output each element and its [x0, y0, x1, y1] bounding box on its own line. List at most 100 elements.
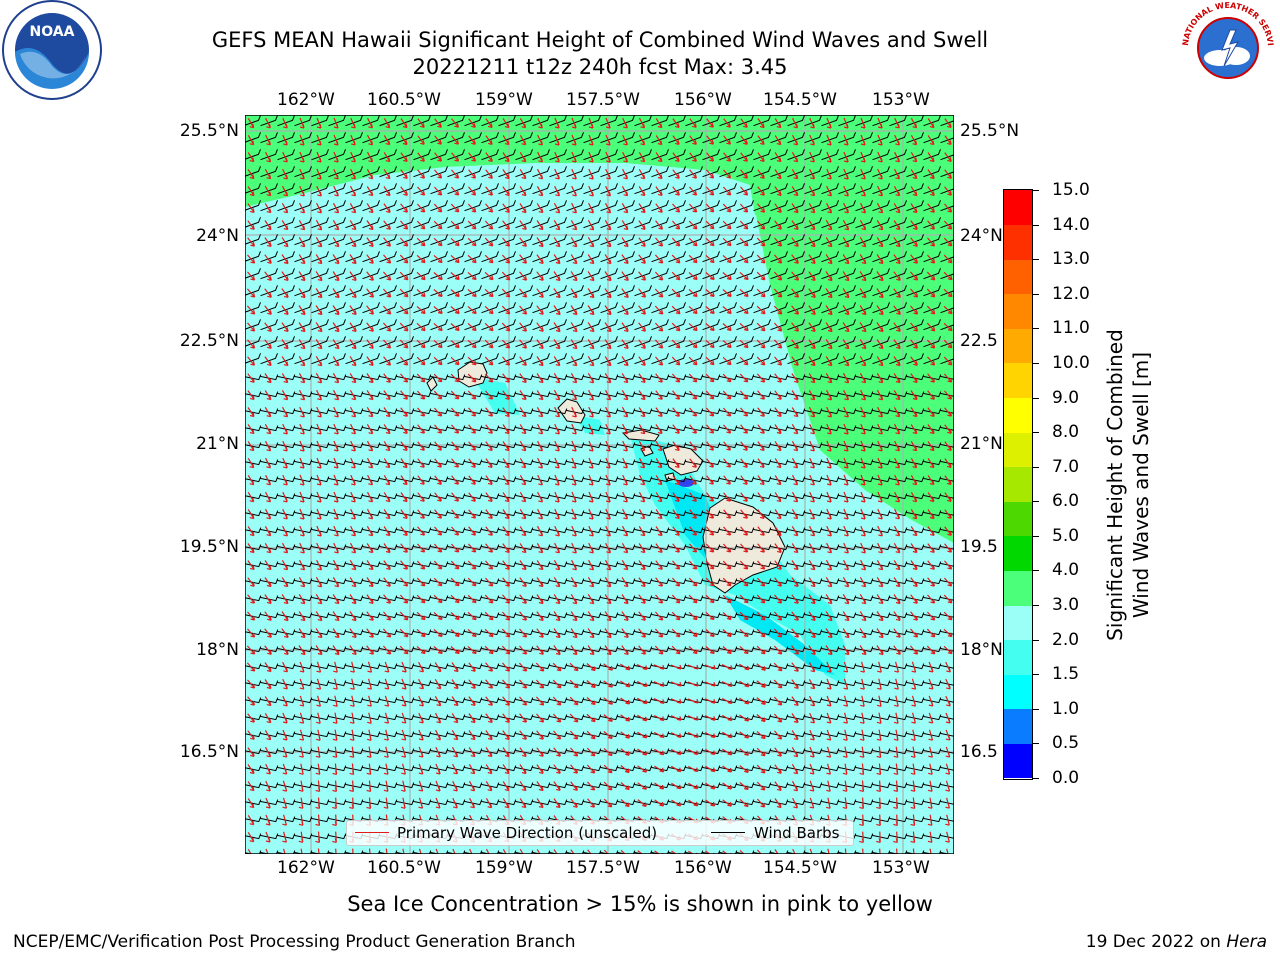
wave-direction-arrow — [316, 168, 322, 180]
wave-direction-arrow — [655, 203, 663, 213]
wind-barb — [532, 374, 551, 381]
wind-barb — [430, 425, 449, 432]
wind-barb — [566, 595, 585, 602]
wind-barb — [430, 132, 448, 144]
wind-barb — [719, 251, 737, 263]
wave-direction-arrow — [502, 560, 510, 570]
wind-barb — [617, 595, 636, 602]
wave-direction-arrow — [860, 559, 866, 571]
wind-barb — [260, 561, 279, 568]
wave-direction-arrow — [842, 746, 848, 758]
wind-barb — [736, 527, 755, 534]
wave-direction-arrow — [553, 271, 561, 282]
wave-direction-arrow — [384, 729, 389, 741]
wind-barb — [634, 799, 653, 806]
wave-direction-arrow — [876, 373, 884, 384]
wind-barb — [515, 408, 534, 415]
wave-direction-arrow — [247, 594, 255, 604]
wind-barb — [753, 799, 772, 806]
wave-direction-arrow — [264, 560, 272, 571]
wave-direction-arrow — [264, 543, 272, 554]
wind-barb — [294, 765, 313, 772]
wind-barb — [447, 319, 465, 331]
lat-label-right: 22.5 — [960, 331, 998, 351]
wave-direction-arrow — [484, 577, 494, 587]
wave-direction-arrow — [433, 390, 443, 400]
wave-direction-arrow — [485, 169, 493, 179]
wave-direction-arrow — [433, 543, 443, 553]
wave-direction-arrow — [399, 305, 409, 315]
colorbar-segment — [1004, 570, 1032, 606]
wind-barb — [753, 544, 772, 551]
wave-direction-arrow — [400, 543, 408, 553]
wind-barb — [328, 251, 346, 263]
wave-direction-arrow — [332, 559, 340, 571]
wind-barb — [753, 425, 772, 432]
wind-barb — [668, 493, 687, 500]
wind-barb — [481, 595, 500, 602]
wind-barb — [821, 748, 840, 755]
wave-direction-arrow — [791, 577, 799, 587]
wind-barb — [245, 408, 262, 415]
wave-direction-arrow — [859, 356, 867, 367]
wind-barb — [413, 612, 432, 619]
wind-barb — [379, 680, 398, 687]
wind-barb — [311, 493, 330, 500]
wind-barb — [260, 268, 278, 280]
wind-barb — [787, 442, 806, 449]
wave-direction-arrow — [384, 712, 390, 724]
wave-direction-arrow — [554, 168, 560, 180]
wave-direction-arrow — [467, 288, 477, 298]
wave-direction-arrow — [247, 169, 255, 180]
wave-direction-arrow — [774, 594, 783, 604]
wind-barb — [872, 115, 890, 127]
wind-barb — [311, 476, 330, 483]
wind-barb — [430, 782, 449, 789]
wave-direction-arrow — [859, 712, 865, 724]
wind-barb — [634, 200, 652, 212]
wave-direction-arrow — [638, 509, 646, 520]
wave-direction-arrow — [519, 152, 527, 163]
wave-direction-arrow — [943, 220, 953, 230]
wind-barb — [464, 302, 482, 314]
wave-direction-arrow — [349, 220, 357, 231]
wind-barb — [685, 285, 703, 297]
wind-barb — [328, 765, 347, 772]
wind-barb — [617, 493, 636, 500]
wind-barb — [651, 646, 670, 653]
wind-barb — [719, 799, 738, 806]
wind-barb — [379, 578, 398, 585]
wave-direction-arrow — [299, 508, 305, 520]
wind-barb — [736, 217, 754, 229]
wind-barb — [396, 442, 415, 449]
wind-barb — [413, 782, 432, 789]
wind-barb — [736, 476, 755, 483]
wind-barb — [889, 336, 907, 348]
wind-barb — [685, 493, 704, 500]
wind-barb — [277, 459, 296, 466]
wind-barb — [396, 149, 414, 161]
wind-barb — [379, 765, 398, 772]
wave-direction-arrow — [774, 135, 782, 146]
wave-direction-arrow — [536, 271, 544, 281]
wind-barb — [379, 268, 397, 280]
wave-direction-arrow — [876, 577, 884, 588]
wind-barb — [396, 629, 415, 636]
wave-direction-arrow — [450, 577, 460, 587]
wave-direction-arrow — [467, 254, 477, 264]
wave-direction-arrow — [621, 560, 629, 571]
wind-barb — [685, 748, 704, 755]
wave-direction-arrow — [739, 731, 749, 739]
wave-direction-arrow — [842, 219, 850, 231]
wind-barb — [770, 442, 789, 449]
wave-direction-arrow — [791, 117, 799, 129]
wind-barb — [430, 183, 448, 195]
wind-barb — [413, 561, 432, 568]
wind-barb — [787, 748, 806, 755]
wind-barb — [245, 336, 261, 347]
wave-direction-arrow — [808, 339, 816, 349]
wind-barb — [770, 765, 789, 772]
wind-barb — [277, 149, 295, 161]
wave-direction-arrow — [588, 202, 594, 214]
wave-direction-arrow — [604, 288, 612, 299]
